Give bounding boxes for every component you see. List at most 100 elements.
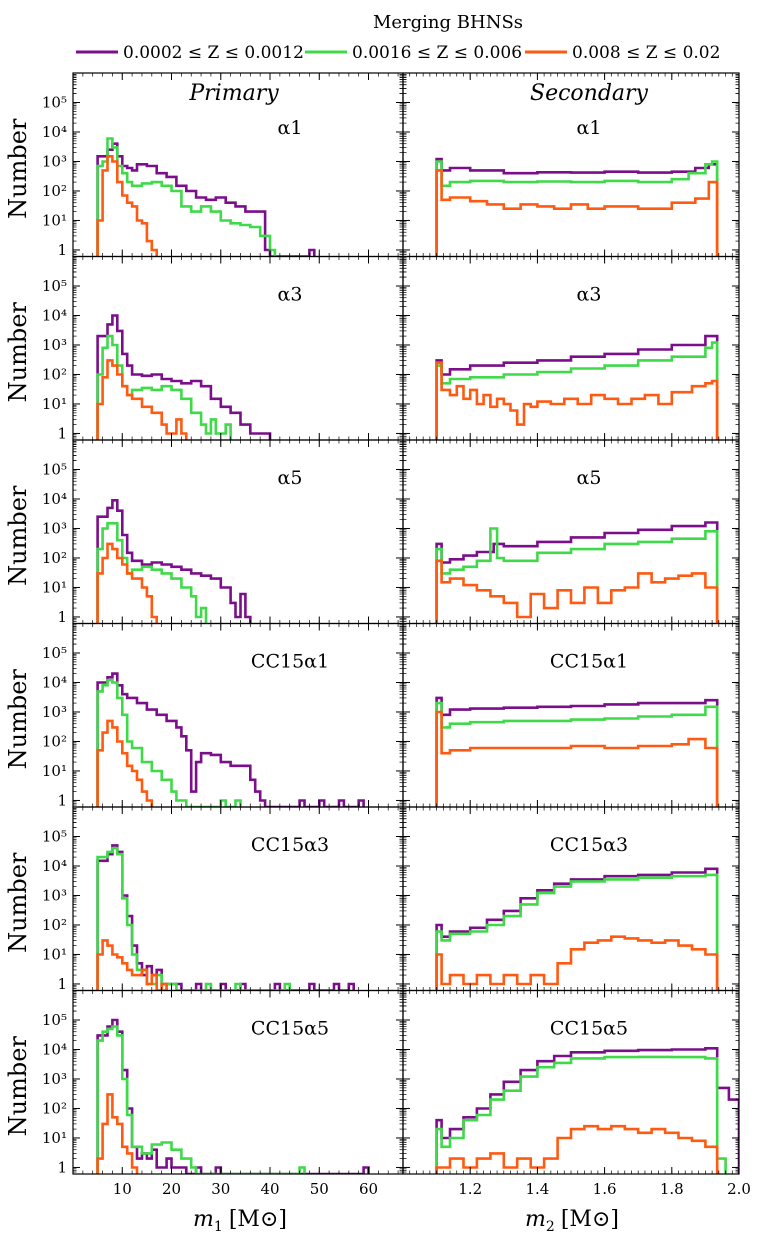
column-title-secondary: Secondary (530, 81, 649, 106)
panel-label: CC15α1 (550, 651, 628, 673)
panel-label: CC15α3 (550, 834, 628, 856)
series-mid-z-line (435, 527, 719, 624)
y-axis-label: Number (4, 852, 32, 953)
panel-5-secondary: CC15α3 (402, 806, 740, 992)
y-tick-label: 10¹ (42, 211, 67, 229)
y-tick-label: 10⁵ (42, 1011, 67, 1029)
panel-label: CC15α1 (251, 651, 329, 673)
y-tick-label: 10³ (42, 886, 67, 904)
panel-1-primary: 1 10¹ 10² 10³ 10⁴ 10⁵ Number α1 (4, 72, 404, 259)
series-high-z-line (435, 361, 719, 440)
series-mid-z-line (96, 334, 232, 440)
panel-label: α1 (577, 117, 602, 139)
y-axis-label: Number (4, 485, 32, 586)
panel-3-secondary: α5 (402, 439, 740, 625)
panel-4-secondary: CC15α1 (402, 622, 740, 808)
series-mid-z-line (435, 341, 719, 440)
series-high-z-line (96, 939, 168, 991)
x-tick-label: 60 (359, 1180, 378, 1198)
y-tick-label: 10¹ (42, 578, 67, 596)
y-tick-label: 10³ (42, 152, 67, 170)
panel-2-primary: 1 10¹ 10² 10³ 10⁴ 10⁵ Number α3 (4, 255, 404, 442)
legend-item-mid-z: 0.0016 ≤ Z ≤ 0.006 (305, 43, 522, 63)
x-tick-label: 1.6 (593, 1180, 617, 1198)
panel-label: α3 (278, 284, 303, 306)
panel-4-primary: 1 10¹ 10² 10³ 10⁴ 10⁵ Number CC15α1 (4, 622, 404, 809)
x-tick-label: 1.4 (525, 1180, 549, 1198)
y-tick-label: 10⁵ (42, 827, 67, 845)
y-tick-label: 10⁵ (42, 93, 67, 111)
panel-label: α3 (577, 284, 602, 306)
panel-label: CC15α5 (251, 1018, 329, 1040)
legend-label-low-z: 0.0002 ≤ Z ≤ 0.0012 (123, 43, 304, 63)
y-tick-label: 10³ (42, 336, 67, 354)
legend: 0.0002 ≤ Z ≤ 0.0012 0.0016 ≤ Z ≤ 0.006 0… (76, 43, 720, 63)
y-tick-label: 10¹ (42, 762, 67, 780)
series-high-z-line (435, 559, 719, 624)
y-tick-label: 10³ (42, 519, 67, 537)
panel-label: α5 (278, 467, 303, 489)
panel-2-secondary: α3 (402, 255, 740, 441)
series-high-z-line (435, 169, 719, 257)
x-axis-label-primary: m1 [M⊙] (193, 1207, 287, 1235)
panel-label: CC15α3 (251, 834, 329, 856)
series-low-z-line (435, 696, 719, 807)
series-low-z-line (435, 334, 719, 440)
y-tick-label: 1 (57, 424, 67, 442)
series-high-z-line (435, 935, 719, 991)
series-low-z-line (435, 157, 719, 257)
y-tick-label: 10⁴ (42, 490, 67, 508)
series-low-z-line (96, 314, 272, 440)
panel-6-primary: 10 20 30 40 50 60 1 10¹ 10² 10³ 10⁴ 10⁵ Number CC15α5 (4, 989, 404, 1198)
y-tick-label: 10³ (42, 703, 67, 721)
series-high-z-line (96, 359, 188, 440)
y-tick-label: 10² (42, 732, 67, 750)
panel-5-primary: 1 10¹ 10² 10³ 10⁴ 10⁵ Number CC15α3 (4, 806, 404, 993)
x-tick-label: 10 (113, 1180, 132, 1198)
series-mid-z-line (96, 522, 208, 624)
column-title-primary: Primary (188, 81, 279, 106)
series-high-z-line (96, 542, 158, 624)
panel-frame (402, 255, 740, 441)
y-tick-label: 10¹ (42, 945, 67, 963)
series-low-z-line (435, 1047, 739, 1174)
series-mid-z-line (435, 160, 719, 257)
series-high-z-line (96, 1093, 139, 1174)
panel-label: CC15α5 (550, 1018, 628, 1040)
y-tick-label: 10³ (42, 1070, 67, 1088)
y-tick-label: 1 (57, 975, 67, 993)
y-tick-label: 10⁴ (42, 1040, 67, 1058)
y-tick-label: 1 (57, 791, 67, 809)
series-mid-z-line (435, 1055, 727, 1174)
y-tick-label: 10⁵ (42, 277, 67, 295)
legend-label-mid-z: 0.0016 ≤ Z ≤ 0.006 (352, 43, 522, 63)
y-tick-label: 10¹ (42, 1129, 67, 1147)
y-tick-label: 1 (57, 1158, 67, 1176)
y-tick-label: 10² (42, 1099, 67, 1117)
legend-label-high-z: 0.008 ≤ Z ≤ 0.02 (572, 43, 720, 63)
y-tick-label: 10⁴ (42, 673, 67, 691)
series-low-z-line (435, 521, 719, 624)
series-low-z-line (96, 142, 316, 257)
y-tick-label: 10⁵ (42, 644, 67, 662)
x-tick-label: 2.0 (727, 1180, 751, 1198)
y-tick-label: 10² (42, 182, 67, 200)
y-tick-label: 10⁴ (42, 306, 67, 324)
y-axis-label: Number (4, 669, 32, 770)
series-low-z-line (435, 867, 719, 991)
series-mid-z-line (96, 1025, 306, 1174)
series-high-z-line (96, 719, 154, 807)
legend-item-high-z: 0.008 ≤ Z ≤ 0.02 (525, 43, 720, 63)
series-mid-z-line (96, 678, 242, 807)
series-high-z-line (435, 710, 719, 807)
series-high-z-line (435, 1124, 719, 1174)
series-low-z-line (96, 1018, 370, 1174)
x-axis-label-secondary: m2 [M⊙] (525, 1207, 619, 1235)
y-axis-label: Number (4, 118, 32, 219)
x-tick-label: 1.8 (660, 1180, 684, 1198)
series-mid-z-line (435, 701, 719, 807)
x-tick-label: 40 (260, 1180, 279, 1198)
y-tick-label: 10⁴ (42, 857, 67, 875)
legend-item-low-z: 0.0002 ≤ Z ≤ 0.0012 (76, 43, 304, 63)
panel-label: α5 (577, 467, 602, 489)
